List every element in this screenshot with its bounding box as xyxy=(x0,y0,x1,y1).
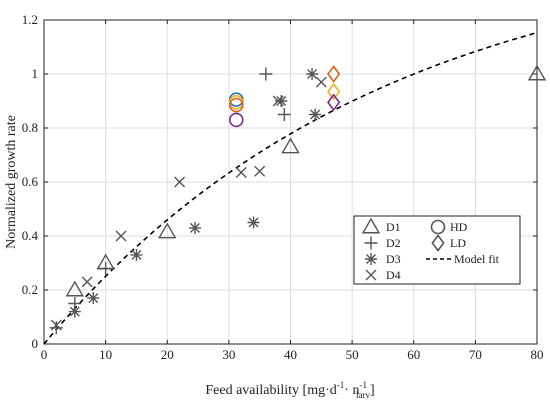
x-tick-label: 20 xyxy=(161,347,174,362)
legend-label-ld: LD xyxy=(450,236,466,250)
data-point-d2 xyxy=(49,321,63,335)
y-tick-label: 1.2 xyxy=(22,12,38,27)
legend-marker-d1 xyxy=(361,217,381,234)
model-fit-line xyxy=(43,31,538,345)
grid xyxy=(44,20,537,344)
y-tick-label: 0.2 xyxy=(22,282,38,297)
x-tick-label: 10 xyxy=(99,347,112,362)
data-point-d1 xyxy=(527,64,547,81)
x-tick-label: 30 xyxy=(222,347,235,362)
legend-marker-d2 xyxy=(364,236,378,250)
data-point-d4 xyxy=(81,276,93,288)
data-point-d4 xyxy=(115,230,127,242)
legend-label-d2: D2 xyxy=(386,236,401,250)
legend-label-d1: D1 xyxy=(386,220,401,234)
data-point-d4 xyxy=(174,176,186,188)
data-point-d2 xyxy=(277,108,291,121)
x-tick-label: 60 xyxy=(407,347,420,362)
data-point-ld xyxy=(327,65,341,83)
y-tick-label: 0.6 xyxy=(22,174,39,189)
data-point-d4 xyxy=(235,167,247,179)
data-point-d4 xyxy=(315,76,327,88)
data-point-d4 xyxy=(272,95,284,107)
x-axis-title-main: Feed availability [mg·d xyxy=(205,383,336,398)
axis-ticks: 0 10 20 30 40 50 60 70 80 0 0.2 0.4 0.6 0.8 1 1.2 xyxy=(22,12,544,362)
legend-marker-hd xyxy=(430,219,446,235)
data-point-d3 xyxy=(247,216,260,229)
x-tick-label: 50 xyxy=(346,347,359,362)
data-point-ld xyxy=(327,82,341,101)
legend-marker-d3 xyxy=(365,253,377,265)
data-point-d3 xyxy=(306,68,319,80)
data-point-d4 xyxy=(254,165,266,177)
data-point-d1 xyxy=(158,222,177,239)
model-fit xyxy=(43,31,538,345)
data-point-d3 xyxy=(130,248,143,261)
x-axis-title-sub: larv xyxy=(356,390,370,400)
y-tick-label: 0 xyxy=(32,336,39,351)
data-point-d3 xyxy=(188,221,201,234)
x-tick-label: 0 xyxy=(41,347,48,362)
data-point-d3 xyxy=(87,292,100,305)
data-point-d1 xyxy=(65,280,85,297)
data-point-d1 xyxy=(281,137,300,154)
data-point-hd xyxy=(228,112,244,128)
x-axis-title: Feed availability [mg·d-1· n-1 larv] xyxy=(205,380,374,400)
data-point-d2 xyxy=(259,67,273,81)
legend: D1 HD D2 LD D3 Model fit D4 xyxy=(353,215,521,285)
y-tick-label: 0.8 xyxy=(22,120,38,135)
legend-label-model-fit: Model fit xyxy=(454,252,500,266)
data-points xyxy=(49,64,547,335)
data-point-ld xyxy=(327,93,341,112)
x-tick-label: 70 xyxy=(469,347,482,362)
y-tick-label: 0.4 xyxy=(22,228,39,243)
data-point-d3 xyxy=(68,305,81,318)
legend-label-d4: D4 xyxy=(386,268,401,282)
legend-marker-d4 xyxy=(365,269,377,281)
x-axis-title-sup1: -1 xyxy=(337,380,345,390)
data-point-d2 xyxy=(99,261,113,275)
x-axis-title-end: ] xyxy=(370,383,375,398)
x-tick-label: 80 xyxy=(531,347,544,362)
x-tick-label: 40 xyxy=(284,347,297,362)
legend-label-d3: D3 xyxy=(386,252,401,266)
legend-label-hd: HD xyxy=(450,220,468,234)
data-point-d3 xyxy=(309,108,322,121)
y-tick-label: 1 xyxy=(32,66,39,81)
y-axis-title: Normalized growth rate xyxy=(4,115,19,249)
data-point-d3 xyxy=(275,95,288,107)
data-point-d4 xyxy=(50,319,62,331)
data-point-hd xyxy=(228,97,244,113)
x-axis-title-sup2: -1 xyxy=(359,380,367,390)
x-axis-title-mid: · n xyxy=(344,383,359,398)
legend-marker-ld xyxy=(431,234,445,252)
